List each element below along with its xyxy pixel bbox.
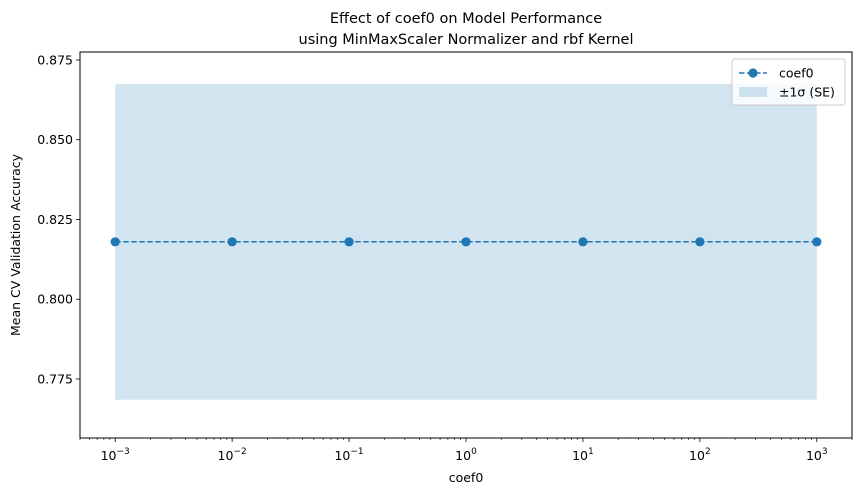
y-tick-label: 0.800: [37, 292, 73, 307]
y-tick-label: 0.850: [37, 132, 73, 147]
data-point: [578, 237, 588, 247]
series-layer: [110, 237, 822, 247]
x-tick-label: 102: [689, 447, 711, 463]
x-tick-label: 101: [572, 447, 594, 463]
legend-entry-band: ±1σ (SE): [779, 85, 835, 100]
y-tick-label: 0.775: [37, 371, 73, 386]
data-point: [461, 237, 471, 247]
x-tick-label: 103: [806, 447, 828, 463]
data-point: [110, 237, 120, 247]
chart-title-line1: Effect of coef0 on Model Performance: [330, 11, 602, 27]
y-tick-label: 0.825: [37, 212, 73, 227]
chart-title-line2: using MinMaxScaler Normalizer and rbf Ke…: [299, 32, 634, 48]
data-point: [695, 237, 705, 247]
x-tick-label: 10−2: [218, 447, 247, 463]
data-point: [227, 237, 237, 247]
legend-marker-swatch: [748, 68, 758, 78]
x-tick-label: 10−1: [334, 447, 363, 463]
y-axis-label: Mean CV Validation Accuracy: [8, 153, 23, 336]
x-tick-label: 10−3: [101, 447, 130, 463]
data-point: [344, 237, 354, 247]
x-tick-label: 100: [455, 447, 477, 463]
x-axis: 10−3 10−2 10−1 100 101 102 103: [79, 438, 853, 463]
legend: coef0 ±1σ (SE): [731, 58, 846, 106]
data-point: [812, 237, 822, 247]
y-axis: 0.775 0.800 0.825 0.850 0.875: [37, 52, 80, 386]
legend-entry-series: coef0: [779, 66, 814, 81]
y-tick-label: 0.875: [37, 52, 73, 67]
x-axis-label: coef0: [449, 470, 484, 485]
legend-band-swatch: [739, 87, 767, 97]
legend-frame: [731, 58, 846, 106]
